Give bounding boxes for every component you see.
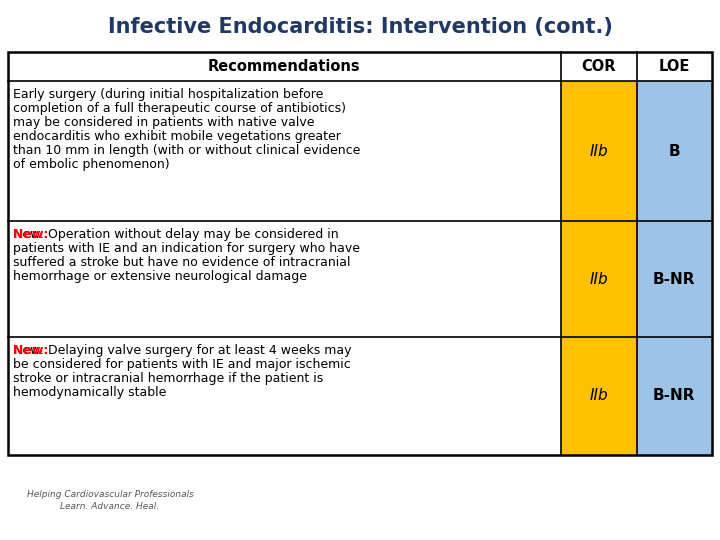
Text: hemodynamically stable: hemodynamically stable — [13, 386, 166, 399]
Text: New: Operation without delay may be considered in: New: Operation without delay may be cons… — [13, 228, 338, 241]
Text: patients with IE and an indication for surgery who have: patients with IE and an indication for s… — [13, 242, 360, 255]
Text: suffered a stroke but have no evidence of intracranial: suffered a stroke but have no evidence o… — [13, 256, 351, 269]
Text: IIb: IIb — [590, 388, 608, 403]
Text: Helping Cardiovascular Professionals
Learn. Advance. Heal.: Helping Cardiovascular Professionals Lea… — [27, 490, 194, 511]
Bar — [636, 337, 712, 455]
Text: of embolic phenomenon): of embolic phenomenon) — [13, 158, 170, 171]
Text: hemorrhage or extensive neurological damage: hemorrhage or extensive neurological dam… — [13, 270, 307, 283]
Bar — [636, 221, 712, 337]
Bar — [561, 221, 636, 337]
Text: Recommendations: Recommendations — [208, 59, 361, 74]
Bar — [636, 81, 712, 221]
Bar — [8, 81, 561, 221]
Bar — [8, 221, 561, 337]
Text: COR: COR — [582, 59, 616, 74]
Bar — [561, 81, 636, 221]
Text: IIb: IIb — [590, 144, 608, 159]
Bar — [8, 337, 561, 455]
Text: New:: New: — [13, 228, 53, 241]
Bar — [8, 52, 712, 81]
Text: B-NR: B-NR — [653, 272, 696, 287]
Text: Early surgery (during initial hospitalization before: Early surgery (during initial hospitaliz… — [13, 88, 323, 101]
Text: stroke or intracranial hemorrhage if the patient is: stroke or intracranial hemorrhage if the… — [13, 372, 323, 385]
Bar — [561, 337, 636, 455]
Bar — [8, 52, 712, 455]
Text: IIb: IIb — [590, 272, 608, 287]
Text: may be considered in patients with native valve: may be considered in patients with nativ… — [13, 116, 315, 129]
Text: than 10 mm in length (with or without clinical evidence: than 10 mm in length (with or without cl… — [13, 144, 361, 157]
Text: New:: New: — [13, 344, 53, 357]
Text: B-NR: B-NR — [653, 388, 696, 403]
Text: Infective Endocarditis: Intervention (cont.): Infective Endocarditis: Intervention (co… — [107, 17, 613, 37]
Text: B: B — [669, 144, 680, 159]
Text: endocarditis who exhibit mobile vegetations greater: endocarditis who exhibit mobile vegetati… — [13, 130, 341, 143]
Text: New: Delaying valve surgery for at least 4 weeks may: New: Delaying valve surgery for at least… — [13, 344, 351, 357]
Text: be considered for patients with IE and major ischemic: be considered for patients with IE and m… — [13, 358, 351, 371]
Text: completion of a full therapeutic course of antibiotics): completion of a full therapeutic course … — [13, 102, 346, 115]
Text: LOE: LOE — [659, 59, 690, 74]
